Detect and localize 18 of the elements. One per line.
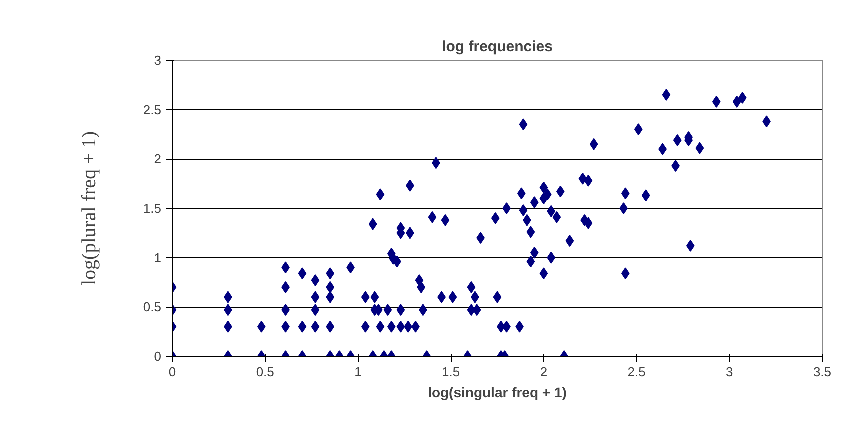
x-tick-label: 1.5 (442, 364, 460, 380)
y-tick-label: 1 (154, 250, 162, 266)
y-tick-label: 0.5 (143, 300, 162, 315)
x-tick-label: 3.5 (813, 364, 832, 380)
x-tick-label: 0 (168, 364, 176, 380)
x-tick-label: 2 (540, 364, 548, 380)
x-axis-title: log(singular freq + 1) (428, 384, 567, 400)
y-tick-label: 3 (154, 53, 162, 68)
x-tick-label: 0.5 (256, 364, 274, 380)
y-tick-label: 1.5 (143, 201, 162, 216)
x-tick-label: 2.5 (628, 364, 646, 380)
y-tick-label: 2 (154, 152, 162, 167)
y-tick-label: 2.5 (143, 102, 162, 118)
x-tick-label: 3 (726, 364, 734, 380)
y-axis-title: log(plural freq + 1) (78, 131, 100, 286)
x-tick-label: 1 (354, 364, 362, 380)
chart-title: log frequencies (442, 38, 553, 56)
y-tick-label: 0 (154, 349, 162, 364)
